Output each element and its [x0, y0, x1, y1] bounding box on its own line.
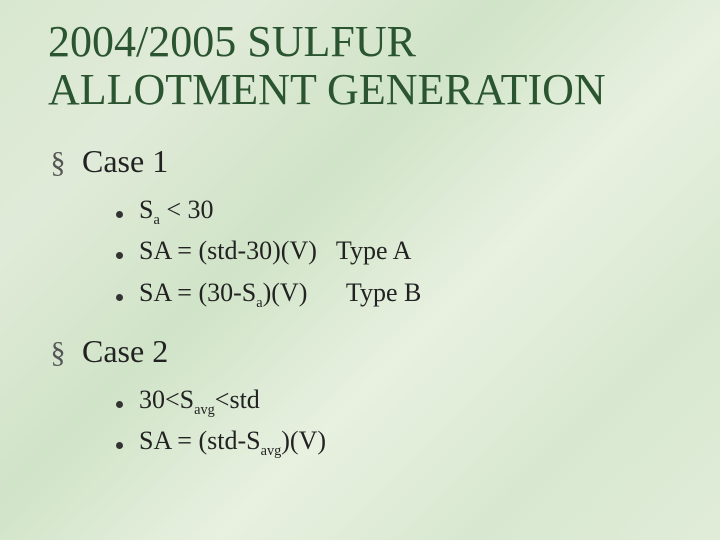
list-item: SA = (std-30)(V) Type A [116, 231, 680, 273]
formula: SA = (std-30)(V) Type A [139, 231, 411, 273]
list-item: 30<Savg<std [116, 380, 680, 422]
case-1-header: § Case 1 [48, 143, 680, 180]
slide: 2004/2005 SULFUR ALLOTMENT GENERATION § … [0, 0, 720, 501]
list-item: SA = (30-Sa)(V) Type B [116, 273, 680, 315]
list-item: SA = (std-Savg)(V) [116, 421, 680, 463]
bullet-icon [116, 401, 123, 408]
bullet-icon [116, 442, 123, 449]
section-icon: § [48, 146, 68, 180]
case-2-header: § Case 2 [48, 333, 680, 370]
case-1-label: Case 1 [82, 143, 168, 180]
list-item: Sa < 30 [116, 190, 680, 232]
bullet-icon [116, 211, 123, 218]
bullet-icon [116, 252, 123, 259]
formula: SA = (30-Sa)(V) Type B [139, 273, 421, 315]
section-icon: § [48, 336, 68, 370]
case-2-label: Case 2 [82, 333, 168, 370]
formula: 30<Savg<std [139, 380, 260, 422]
formula: SA = (std-Savg)(V) [139, 421, 326, 463]
bullet-icon [116, 294, 123, 301]
case-2-list: 30<Savg<std SA = (std-Savg)(V) [116, 380, 680, 463]
formula: Sa < 30 [139, 190, 214, 232]
slide-title: 2004/2005 SULFUR ALLOTMENT GENERATION [48, 18, 680, 115]
case-1-list: Sa < 30 SA = (std-30)(V) Type A SA = (30… [116, 190, 680, 315]
